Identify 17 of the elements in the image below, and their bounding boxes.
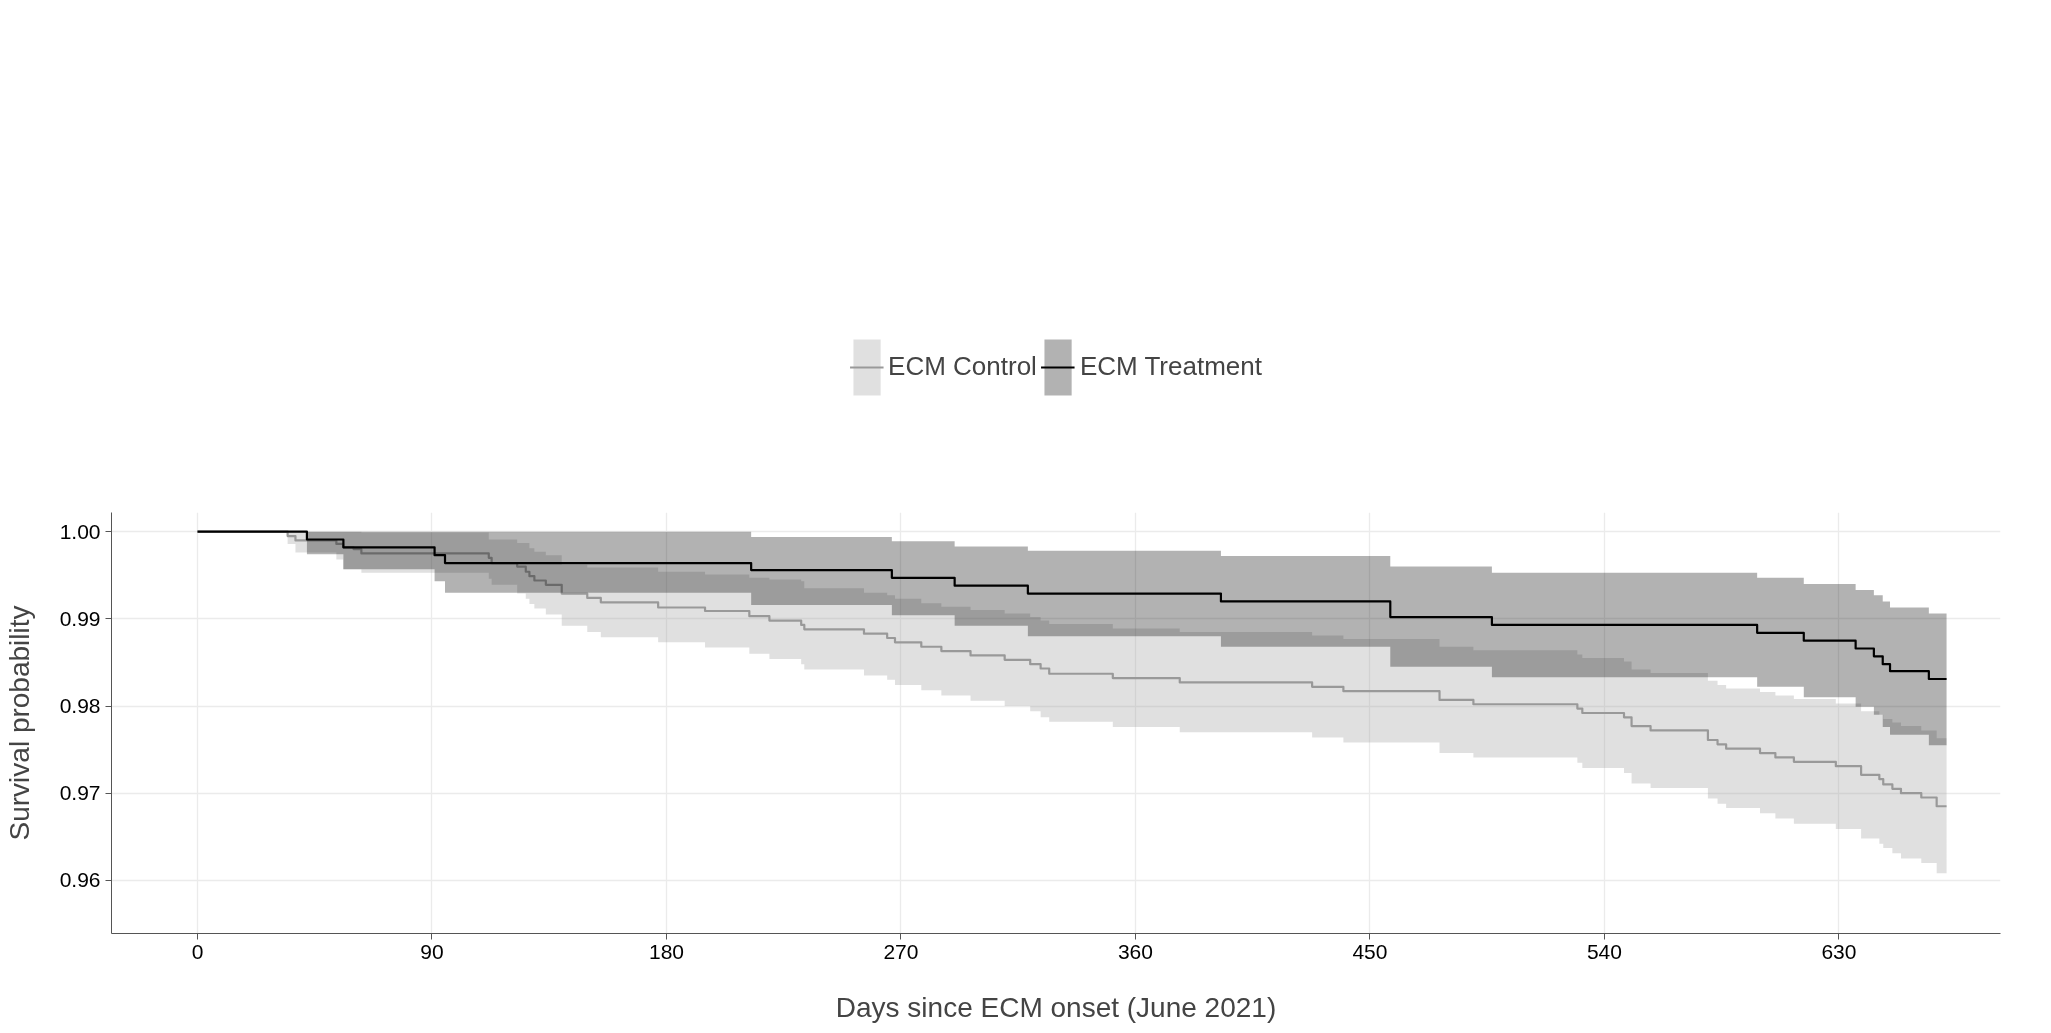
- y-tick-label: 1.00: [59, 519, 101, 543]
- y-tick-label: 0.97: [59, 781, 101, 805]
- y-tick-label: 0.99: [59, 606, 101, 630]
- x-tick-label: 180: [648, 939, 684, 963]
- x-tick-label: 270: [883, 939, 919, 963]
- x-tick-label: 540: [1586, 939, 1622, 963]
- x-tick-label: 450: [1352, 939, 1388, 963]
- legend-label: ECM Control: [888, 351, 1037, 382]
- x-tick-label: 90: [420, 939, 444, 963]
- x-axis-title: Days since ECM onset (June 2021): [835, 991, 1277, 1023]
- y-tick-label: 0.98: [59, 694, 101, 717]
- y-tick-label: 0.96: [59, 868, 101, 892]
- y-axis-title: Survival probability: [3, 605, 35, 841]
- x-tick-label: 360: [1117, 939, 1153, 963]
- x-tick-label: 630: [1821, 939, 1857, 963]
- x-tick-label: 0: [191, 939, 204, 963]
- legend-label: ECM Treatment: [1079, 351, 1262, 382]
